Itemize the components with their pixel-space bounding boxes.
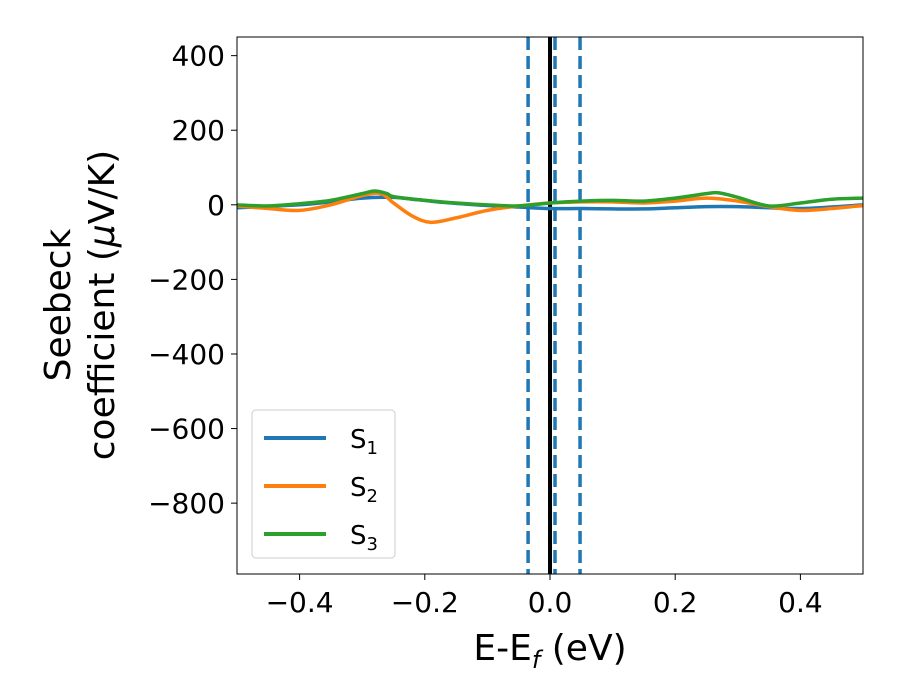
- y-tick-label: −600: [148, 413, 225, 446]
- y-tick-label: 0: [207, 189, 225, 222]
- legend-label-subscript: 3: [367, 534, 378, 555]
- y-tick-label: 400: [172, 40, 225, 73]
- legend-label-subscript: 2: [367, 486, 378, 507]
- y-axis-title: Seebeck coefficient (μV/K): [38, 150, 123, 460]
- y-tick-label: −800: [148, 487, 225, 520]
- x-axis-title-main: E-E: [473, 628, 531, 669]
- legend-label-main: S: [350, 425, 367, 455]
- y-axis-title-mu: μ: [82, 224, 123, 248]
- x-tick-label: −0.2: [391, 586, 459, 619]
- x-axis-title-unit: (eV): [540, 628, 626, 669]
- legend-label-main: S: [350, 473, 367, 503]
- y-axis-title-line1: Seebeck: [38, 228, 79, 381]
- y-axis-title-prefix: coefficient (: [82, 247, 123, 460]
- y-tick-label: −400: [148, 338, 225, 371]
- x-tick-label: 0.0: [528, 586, 573, 619]
- legend-label-s3: S3: [350, 521, 378, 555]
- x-tick-label: 0.2: [653, 586, 698, 619]
- vertical-reference-lines: [526, 37, 582, 574]
- legend-label-s2: S2: [350, 473, 378, 507]
- y-axis-title-unit: V/K): [82, 150, 123, 224]
- y-tick-label: 200: [172, 114, 225, 147]
- y-axis-title-line2: coefficient (μV/K): [82, 150, 123, 460]
- x-axis-title: E-Ef (eV): [473, 628, 626, 674]
- y-axis-ticks: 400 200 0 −200 −400 −600 −800: [148, 40, 237, 520]
- series-lines: [237, 189, 863, 225]
- y-tick-label: −200: [148, 263, 225, 296]
- legend-label-subscript: 1: [367, 438, 378, 459]
- series-line-s3: [237, 189, 863, 208]
- legend-label-s1: S1: [350, 425, 378, 459]
- x-tick-label: 0.4: [778, 586, 823, 619]
- x-tick-label: −0.4: [266, 586, 334, 619]
- x-axis-ticks: −0.4 −0.2 0.0 0.2 0.4: [266, 574, 823, 619]
- legend-label-main: S: [350, 521, 367, 551]
